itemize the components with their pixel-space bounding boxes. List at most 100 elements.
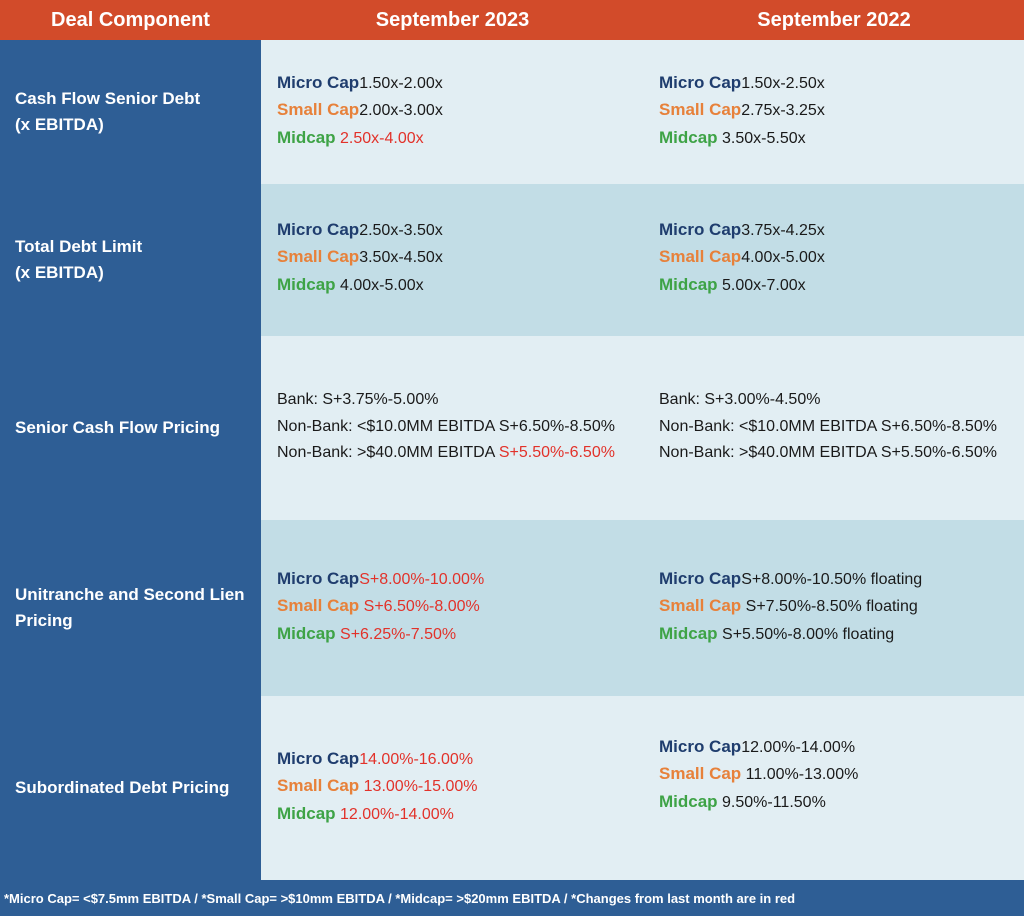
tier-line: Midcap S+5.50%-8.00% floating: [659, 621, 1019, 649]
label-column: [0, 40, 261, 880]
tier-value: 1.50x-2.50x: [741, 74, 825, 92]
nonbank-small-pricing: Non-Bank: <$10.0MM EBITDA S+6.50%-8.50%: [277, 417, 615, 435]
tier-label-midcap: Midcap: [659, 623, 718, 643]
tier-label-small-cap: Small Cap: [277, 596, 360, 616]
tier-line: Micro CapS+8.00%-10.50% floating: [659, 566, 1019, 594]
row-label-line: (x EBITDA): [15, 115, 104, 134]
tier-value: 9.50%-11.50%: [722, 793, 826, 811]
tier-value: 2.75x-3.25x: [741, 102, 825, 120]
row-band-subordinated-debt-pricing: [261, 696, 1024, 880]
header-september-2022: September 2022: [757, 8, 911, 31]
tier-label-midcap: Midcap: [659, 791, 718, 811]
tier-label-midcap: Midcap: [277, 803, 336, 823]
row-label-line: Cash Flow Senior Debt: [15, 89, 201, 108]
tier-value-changed: 12.00%-14.00%: [340, 805, 454, 823]
tier-value: 5.00x-7.00x: [722, 276, 806, 294]
tier-line: Small Cap4.00x-5.00x: [659, 244, 1019, 272]
row-band-senior-cash-flow-pricing: [261, 336, 1024, 520]
tier-value: 3.50x-4.50x: [359, 249, 443, 267]
tier-label-midcap: Midcap: [659, 127, 718, 147]
tier-label-midcap: Midcap: [277, 623, 336, 643]
tier-line: Micro CapS+8.00%-10.00%: [277, 566, 642, 594]
tier-line: Midcap 5.00x-7.00x: [659, 272, 1019, 300]
cell-total-debt-limit-2022: Micro Cap3.75x-4.25x Small Cap4.00x-5.00…: [659, 218, 1019, 298]
row-label-line: Subordinated Debt Pricing: [15, 778, 230, 797]
tier-line: Micro Cap3.75x-4.25x: [659, 217, 1019, 245]
tier-label-micro-cap: Micro Cap: [277, 748, 360, 768]
bank-pricing: Bank: S+3.00%-4.50%: [659, 391, 821, 409]
tier-label-micro-cap: Micro Cap: [277, 219, 360, 239]
tier-line: Midcap 2.50x-4.00x: [277, 125, 642, 153]
tier-label-midcap: Midcap: [277, 274, 336, 294]
row-label-unitranche-pricing: Unitranche and Second Lien Pricing: [15, 520, 1020, 696]
bank-pricing: Bank: S+3.75%-5.00%: [277, 391, 439, 409]
cell-total-debt-limit-2023: Micro Cap2.50x-3.50x Small Cap3.50x-4.50…: [277, 218, 642, 298]
tier-label-small-cap: Small Cap: [277, 247, 360, 267]
nonbank-large-pricing: Non-Bank: >$40.0MM EBITDA S+5.50%-6.50%: [659, 444, 997, 462]
tier-value: 4.00x-5.00x: [741, 249, 825, 267]
tier-value: S+8.00%-10.50% floating: [741, 570, 923, 588]
tier-line: Micro Cap14.00%-16.00%: [277, 746, 642, 774]
tier-line: Micro Cap1.50x-2.50x: [659, 70, 1019, 98]
tier-line: Midcap 12.00%-14.00%: [277, 801, 642, 829]
tier-label-small-cap: Small Cap: [277, 776, 360, 796]
row-label-subordinated-debt-pricing: Subordinated Debt Pricing: [15, 696, 1020, 880]
tier-value-changed: 13.00%-15.00%: [363, 778, 478, 796]
tier-value-changed: 14.00%-16.00%: [359, 750, 474, 768]
tier-line: Small Cap 13.00%-15.00%: [277, 773, 642, 801]
cell-cash-flow-senior-debt-2023: Micro Cap1.50x-2.00x Small Cap2.00x-3.00…: [277, 71, 642, 151]
tier-line: Micro Cap2.50x-3.50x: [277, 217, 642, 245]
cell-unitranche-pricing-2022: Micro CapS+8.00%-10.50% floating Small C…: [659, 567, 1019, 647]
tier-line: Small Cap S+6.50%-8.00%: [277, 593, 642, 621]
cell-senior-cash-flow-pricing-2023: Bank: S+3.75%-5.00% Non-Bank: <$10.0MM E…: [277, 360, 642, 494]
cell-cash-flow-senior-debt-2022: Micro Cap1.50x-2.50x Small Cap2.75x-3.25…: [659, 71, 1019, 151]
tier-label-micro-cap: Micro Cap: [277, 72, 360, 92]
row-label-line: Pricing: [15, 611, 73, 630]
row-band-cash-flow-senior-debt: [261, 40, 1024, 184]
tier-value: 12.00%-14.00%: [741, 738, 856, 756]
tier-value: 11.00%-13.00%: [745, 766, 859, 784]
tier-value: 1.50x-2.00x: [359, 74, 443, 92]
tier-label-small-cap: Small Cap: [659, 596, 742, 616]
row-label-line: (x EBITDA): [15, 263, 104, 282]
tier-value-changed: S+8.00%-10.00%: [359, 570, 485, 588]
tier-label-small-cap: Small Cap: [659, 764, 742, 784]
row-label-line: Total Debt Limit: [15, 237, 143, 256]
tier-line: Micro Cap12.00%-14.00%: [659, 734, 1019, 762]
tier-label-small-cap: Small Cap: [277, 100, 360, 120]
tier-value: 3.75x-4.25x: [741, 221, 825, 239]
tier-line: Small Cap S+7.50%-8.50% floating: [659, 593, 1019, 621]
cell-subordinated-debt-pricing-2023: Micro Cap14.00%-16.00% Small Cap 13.00%-…: [277, 747, 642, 827]
tier-value: S+5.50%-8.00% floating: [722, 625, 895, 643]
tier-label-midcap: Midcap: [659, 274, 718, 294]
tier-line: Small Cap3.50x-4.50x: [277, 244, 642, 272]
row-label-total-debt-limit: Total Debt Limit (x EBITDA): [15, 184, 1020, 336]
tier-line: Midcap 3.50x-5.50x: [659, 125, 1019, 153]
row-label-line: Senior Cash Flow Pricing: [15, 418, 220, 437]
tier-line: Midcap 9.50%-11.50%: [659, 789, 1019, 817]
cell-subordinated-debt-pricing-2022: Micro Cap12.00%-14.00% Small Cap 11.00%-…: [659, 735, 1019, 815]
nonbank-large-pricing: Non-Bank: >$40.0MM EBITDA S+5.50%-6.50%: [277, 440, 642, 467]
tier-value-changed: S+6.25%-7.50%: [340, 625, 457, 643]
tier-label-micro-cap: Micro Cap: [659, 219, 742, 239]
tier-line: Midcap S+6.25%-7.50%: [277, 621, 642, 649]
header-deal-component: Deal Component: [51, 8, 210, 31]
cell-unitranche-pricing-2023: Micro CapS+8.00%-10.00% Small Cap S+6.50…: [277, 567, 642, 647]
tier-value: 2.00x-3.00x: [359, 102, 443, 120]
row-band-total-debt-limit: [261, 184, 1024, 336]
tier-value: 4.00x-5.00x: [340, 276, 424, 294]
tier-label-micro-cap: Micro Cap: [277, 568, 360, 588]
tier-label-micro-cap: Micro Cap: [659, 568, 742, 588]
tier-label-small-cap: Small Cap: [659, 247, 742, 267]
tier-label-midcap: Midcap: [277, 127, 336, 147]
nonbank-large-value-changed: S+5.50%-6.50%: [498, 444, 615, 462]
table-header: Deal Component September 2023 September …: [0, 0, 1024, 40]
tier-value: 3.50x-5.50x: [722, 129, 806, 147]
row-band-unitranche-pricing: [261, 520, 1024, 696]
nonbank-large-label: Non-Bank: >$40.0MM EBITDA: [277, 444, 499, 462]
row-label-line: Unitranche and Second Lien: [15, 585, 245, 604]
row-label-senior-cash-flow-pricing: Senior Cash Flow Pricing: [15, 336, 1020, 520]
tier-value: S+7.50%-8.50% floating: [745, 598, 918, 616]
cell-senior-cash-flow-pricing-2022: Bank: S+3.00%-4.50% Non-Bank: <$10.0MM E…: [659, 360, 1019, 494]
footnote: *Micro Cap= <$7.5mm EBITDA / *Small Cap=…: [0, 880, 1024, 916]
